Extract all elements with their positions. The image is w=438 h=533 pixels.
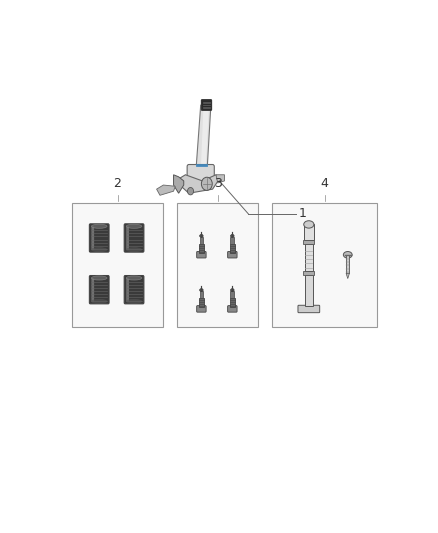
Polygon shape (196, 105, 211, 175)
FancyBboxPatch shape (298, 305, 320, 313)
Polygon shape (175, 175, 219, 193)
Bar (230, 244, 235, 253)
Text: 3: 3 (214, 177, 222, 190)
Ellipse shape (92, 300, 107, 303)
Bar (305, 244, 313, 271)
Bar (177, 204, 258, 327)
Ellipse shape (200, 235, 203, 237)
Text: 1: 1 (299, 207, 307, 220)
Bar (200, 237, 203, 244)
FancyBboxPatch shape (124, 224, 144, 252)
FancyBboxPatch shape (89, 224, 109, 252)
Bar (304, 271, 314, 275)
Polygon shape (156, 185, 175, 195)
Bar (230, 298, 235, 307)
Ellipse shape (126, 224, 142, 228)
Ellipse shape (231, 289, 234, 292)
FancyBboxPatch shape (126, 227, 129, 249)
Polygon shape (201, 107, 209, 173)
Circle shape (187, 188, 194, 195)
Ellipse shape (304, 221, 314, 228)
FancyBboxPatch shape (197, 305, 206, 312)
Ellipse shape (126, 248, 142, 252)
Polygon shape (173, 175, 184, 193)
Bar (199, 244, 204, 253)
Polygon shape (216, 175, 224, 183)
Bar (200, 291, 203, 298)
Bar (304, 240, 314, 244)
FancyBboxPatch shape (126, 278, 129, 301)
Bar (230, 237, 234, 244)
Bar (272, 204, 377, 327)
Bar (346, 255, 350, 273)
Bar (199, 298, 204, 307)
Ellipse shape (343, 252, 352, 258)
Bar (230, 291, 234, 298)
FancyBboxPatch shape (228, 252, 237, 258)
FancyBboxPatch shape (92, 227, 94, 249)
Polygon shape (346, 273, 350, 279)
Ellipse shape (92, 248, 107, 252)
Ellipse shape (126, 300, 142, 303)
Text: 2: 2 (113, 177, 121, 190)
Ellipse shape (200, 289, 203, 292)
Ellipse shape (92, 224, 107, 228)
Ellipse shape (126, 276, 142, 280)
Bar (305, 275, 313, 306)
Text: 4: 4 (321, 177, 328, 190)
FancyBboxPatch shape (197, 252, 206, 258)
FancyBboxPatch shape (124, 276, 144, 304)
FancyBboxPatch shape (92, 278, 94, 301)
Ellipse shape (231, 235, 234, 237)
Ellipse shape (92, 276, 107, 280)
FancyBboxPatch shape (228, 305, 237, 312)
Circle shape (201, 177, 212, 190)
FancyBboxPatch shape (89, 276, 109, 304)
Bar (72, 204, 163, 327)
Bar (304, 224, 314, 240)
FancyBboxPatch shape (187, 165, 214, 185)
FancyBboxPatch shape (201, 100, 212, 110)
